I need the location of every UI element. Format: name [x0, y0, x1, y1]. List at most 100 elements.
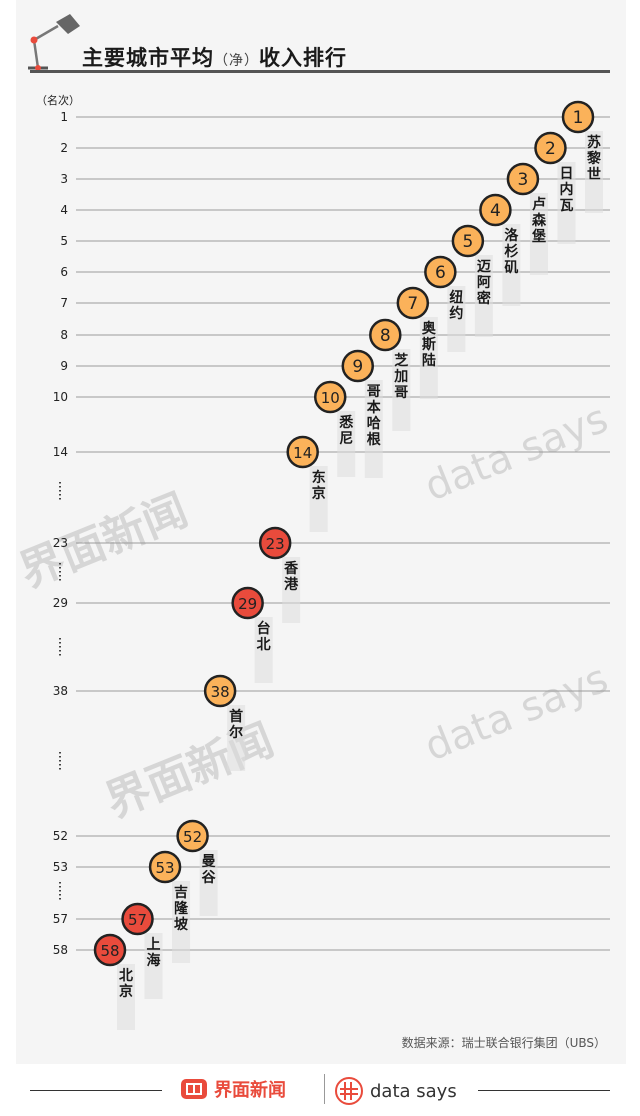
label-shadow — [254, 617, 273, 683]
city-label-char: 卢 — [532, 196, 546, 213]
city-label-char: 杉 — [504, 243, 518, 260]
datasays-icon — [335, 1077, 363, 1105]
city-label-char: 奥 — [422, 320, 437, 337]
city-label-char: 哥 — [394, 385, 408, 401]
city-label-char: 密 — [476, 290, 491, 307]
rank-marker — [506, 162, 540, 196]
jiemian-logo: 界面新闻 — [180, 1076, 286, 1102]
city-label-char: 黎 — [587, 150, 601, 167]
y-tick-label: 9 — [60, 359, 68, 373]
rank-label: 5 — [462, 232, 473, 252]
datasays-text: data says — [370, 1080, 457, 1102]
rank-marker — [534, 131, 567, 165]
y-tick-label: 52 — [53, 829, 68, 843]
rank-marker — [479, 193, 512, 227]
city-label: 北京 — [119, 968, 133, 1000]
city-label: 哥本哈根 — [367, 384, 382, 448]
rank-marker — [203, 674, 237, 708]
y-tick-label: 10 — [53, 390, 68, 404]
jiemian-text: 界面新闻 — [214, 1080, 286, 1101]
rank-label: 8 — [380, 326, 391, 346]
rank-marker — [231, 586, 264, 620]
city-label: 吉隆坡 — [174, 884, 189, 933]
rank-marker — [396, 286, 430, 320]
city-label-char: 上 — [147, 937, 161, 953]
city-label-char: 苏 — [587, 134, 601, 151]
label-shadow — [447, 286, 466, 352]
label-shadow — [364, 380, 383, 478]
rank-marker — [369, 318, 402, 352]
city-label-char: 根 — [367, 431, 382, 448]
rank-marker — [451, 224, 485, 258]
city-label: 洛杉矶 — [504, 227, 519, 276]
label-shadow — [392, 349, 411, 431]
page-title: 主要城市平均（净）收入排行 — [82, 42, 347, 72]
y-tick-label: 4 — [60, 203, 68, 217]
city-label: 纽约 — [449, 289, 463, 322]
y-tick-label: 1 — [60, 110, 68, 124]
city-label-char: 台 — [257, 620, 271, 637]
label-shadow — [557, 162, 576, 244]
rank-marker — [424, 255, 457, 289]
y-tick-label: 2 — [60, 141, 68, 155]
city-label-char: 曼 — [202, 854, 216, 870]
city-label: 芝加哥 — [393, 352, 408, 401]
city-label-char: 洛 — [504, 227, 519, 244]
y-tick-label: 14 — [53, 445, 68, 459]
city-label-char: 纽 — [449, 289, 463, 306]
y-tick-label: 29 — [53, 596, 68, 610]
city-label: 香港 — [283, 560, 299, 593]
city-label-char: 京 — [119, 983, 133, 1000]
city-label-char: 本 — [367, 399, 382, 416]
rank-marker — [341, 349, 375, 383]
city-label-char: 悉 — [338, 414, 354, 431]
title-underline — [30, 70, 610, 73]
rank-marker — [561, 100, 595, 134]
footer: 界面新闻 data says — [0, 1068, 640, 1116]
y-tick-label: 23 — [53, 536, 68, 550]
title-main: 主要城市平均 — [82, 46, 214, 70]
city-label-char: 坡 — [174, 916, 189, 933]
rank-marker — [258, 526, 292, 560]
label-shadow — [282, 557, 301, 623]
rank-label: 3 — [518, 170, 529, 190]
city-label-char: 香 — [283, 560, 299, 577]
city-label-char: 北 — [119, 968, 133, 984]
rank-marker — [148, 850, 182, 884]
city-label: 卢森堡 — [532, 196, 547, 245]
city-label: 日内瓦 — [559, 166, 573, 214]
city-label-char: 内 — [559, 181, 573, 198]
city-label: 迈阿密 — [476, 259, 491, 307]
city-label-char: 斯 — [422, 336, 436, 353]
rank-label: 23 — [266, 535, 285, 553]
label-shadow — [585, 131, 603, 213]
y-tick-label: 5 — [60, 234, 68, 248]
rank-label: 14 — [293, 444, 312, 462]
city-label-char: 加 — [393, 369, 408, 385]
city-label-char: 迈 — [477, 259, 491, 275]
title-paren: （净） — [214, 53, 259, 69]
city-label-char: 北 — [257, 637, 271, 653]
footer-rule-right — [478, 1090, 610, 1091]
y-tick-label: 57 — [53, 912, 68, 926]
city-label: 台北 — [257, 620, 271, 653]
label-shadow — [309, 466, 328, 532]
city-label-char: 世 — [587, 166, 601, 183]
y-tick-label: 3 — [60, 172, 68, 186]
rank-label: 58 — [100, 942, 119, 960]
city-label-char: 尼 — [339, 431, 353, 447]
rank-label: 1 — [573, 108, 584, 128]
rank-label: 29 — [238, 595, 257, 613]
city-label: 奥斯陆 — [422, 320, 437, 369]
footer-rule-left — [30, 1090, 162, 1091]
label-shadow — [144, 933, 163, 999]
datasays-logo: data says — [334, 1076, 457, 1106]
city-label-char: 东 — [312, 469, 326, 486]
city-label-char: 谷 — [202, 870, 217, 886]
y-tick-label: 8 — [60, 328, 68, 342]
city-label-char: 森 — [532, 212, 547, 229]
desk-lamp-icon — [28, 14, 80, 71]
city-label-char: 日 — [559, 166, 573, 182]
label-shadow — [474, 255, 493, 337]
rank-marker — [313, 380, 347, 414]
